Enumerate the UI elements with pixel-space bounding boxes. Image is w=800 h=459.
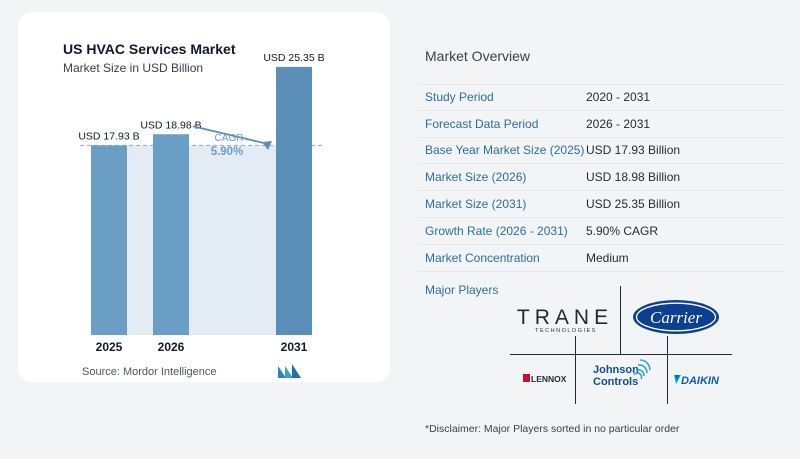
logo-divider: [510, 354, 732, 355]
cagr-value: 5.90%: [211, 146, 244, 158]
overview-table: Study Period 2020 - 2031 Forecast Data P…: [417, 84, 785, 272]
forecast-shade: [127, 145, 276, 335]
data-label: USD 25.35 B: [263, 52, 324, 64]
svg-text:Carrier: Carrier: [650, 308, 702, 327]
player-logos: TRANE TECHNOLOGIES Carrier Johnson Contr…: [510, 286, 732, 404]
svg-text:Johnson: Johnson: [593, 364, 639, 376]
svg-text:TECHNOLOGIES: TECHNOLOGIES: [535, 328, 597, 334]
overview-label: Forecast Data Period: [425, 116, 539, 131]
overview-label: Growth Rate (2026 - 2031): [425, 223, 568, 238]
overview-label: Market Size (2031): [425, 197, 527, 212]
overview-row: Market Size (2026) USD 18.98 Billion: [417, 164, 785, 192]
svg-text:LENNOX: LENNOX: [531, 374, 567, 384]
x-tick-label: 2031: [281, 340, 308, 354]
logo-divider: [575, 336, 576, 404]
overview-row: Market Size (2031) USD 25.35 Billion: [417, 191, 785, 218]
overview-label: Study Period: [425, 90, 494, 105]
mordor-logo-icon: [278, 364, 301, 378]
svg-text:DAIKIN: DAIKIN: [681, 375, 720, 387]
overview-row: Forecast Data Period 2026 - 2031: [417, 111, 785, 138]
overview-label: Market Size (2026): [425, 170, 527, 185]
overview-row: Study Period 2020 - 2031: [417, 84, 785, 111]
cagr-label: CAGR: [215, 133, 244, 144]
overview-value: Medium: [586, 250, 629, 265]
overview-title: Market Overview: [425, 48, 531, 64]
cagr-arrow: [192, 125, 269, 145]
overview-value: USD 17.93 Billion: [586, 143, 681, 158]
overview-row: Market Concentration Medium: [417, 245, 785, 272]
overview-label: Base Year Market Size (2025): [425, 143, 585, 158]
logo-divider: [667, 336, 668, 404]
overview-value: 2026 - 2031: [586, 116, 651, 131]
johnson-controls-logo: Johnson Controls: [593, 359, 651, 388]
overview-row: Growth Rate (2026 - 2031) 5.90% CAGR: [417, 218, 785, 245]
lennox-logo: LENNOX: [523, 374, 567, 384]
chart-subtitle: Market Size in USD Billion: [63, 61, 204, 75]
bar: [91, 145, 127, 335]
x-tick-label: 2026: [158, 340, 185, 354]
svg-text:TRANE: TRANE: [517, 306, 613, 329]
overview-value: USD 18.98 Billion: [586, 170, 681, 185]
overview-value: USD 25.35 Billion: [586, 197, 681, 212]
chart-title: US HVAC Services Market: [63, 41, 236, 57]
player-logos-art: TRANE TECHNOLOGIES Carrier Johnson Contr…: [517, 300, 720, 388]
cagr-arrowhead: [262, 141, 272, 150]
data-label: USD 17.93 B: [78, 130, 139, 142]
overview-label: Market Concentration: [425, 250, 540, 265]
overview-value: 2020 - 2031: [586, 90, 651, 105]
major-players-label: Major Players: [425, 283, 499, 297]
daikin-logo: DAIKIN: [674, 375, 720, 387]
bar: [276, 66, 312, 335]
overview-row: Base Year Market Size (2025) USD 17.93 B…: [417, 138, 785, 165]
trane-logo: TRANE TECHNOLOGIES: [517, 306, 613, 334]
disclaimer: *Disclaimer: Major Players sorted in no …: [425, 423, 680, 435]
logo-divider: [620, 286, 621, 354]
carrier-logo: Carrier: [633, 300, 719, 334]
source-text: Source: Mordor Intelligence: [82, 366, 217, 378]
bar-chart: USD 17.93 B 2025 USD 18.98 B 2026 USD 25.35 …: [78, 52, 325, 354]
bar: [153, 134, 189, 335]
svg-text:Controls: Controls: [593, 376, 638, 388]
data-label: USD 18.98 B: [140, 119, 201, 131]
overview-value: 5.90% CAGR: [586, 223, 659, 238]
x-tick-label: 2025: [96, 340, 123, 354]
